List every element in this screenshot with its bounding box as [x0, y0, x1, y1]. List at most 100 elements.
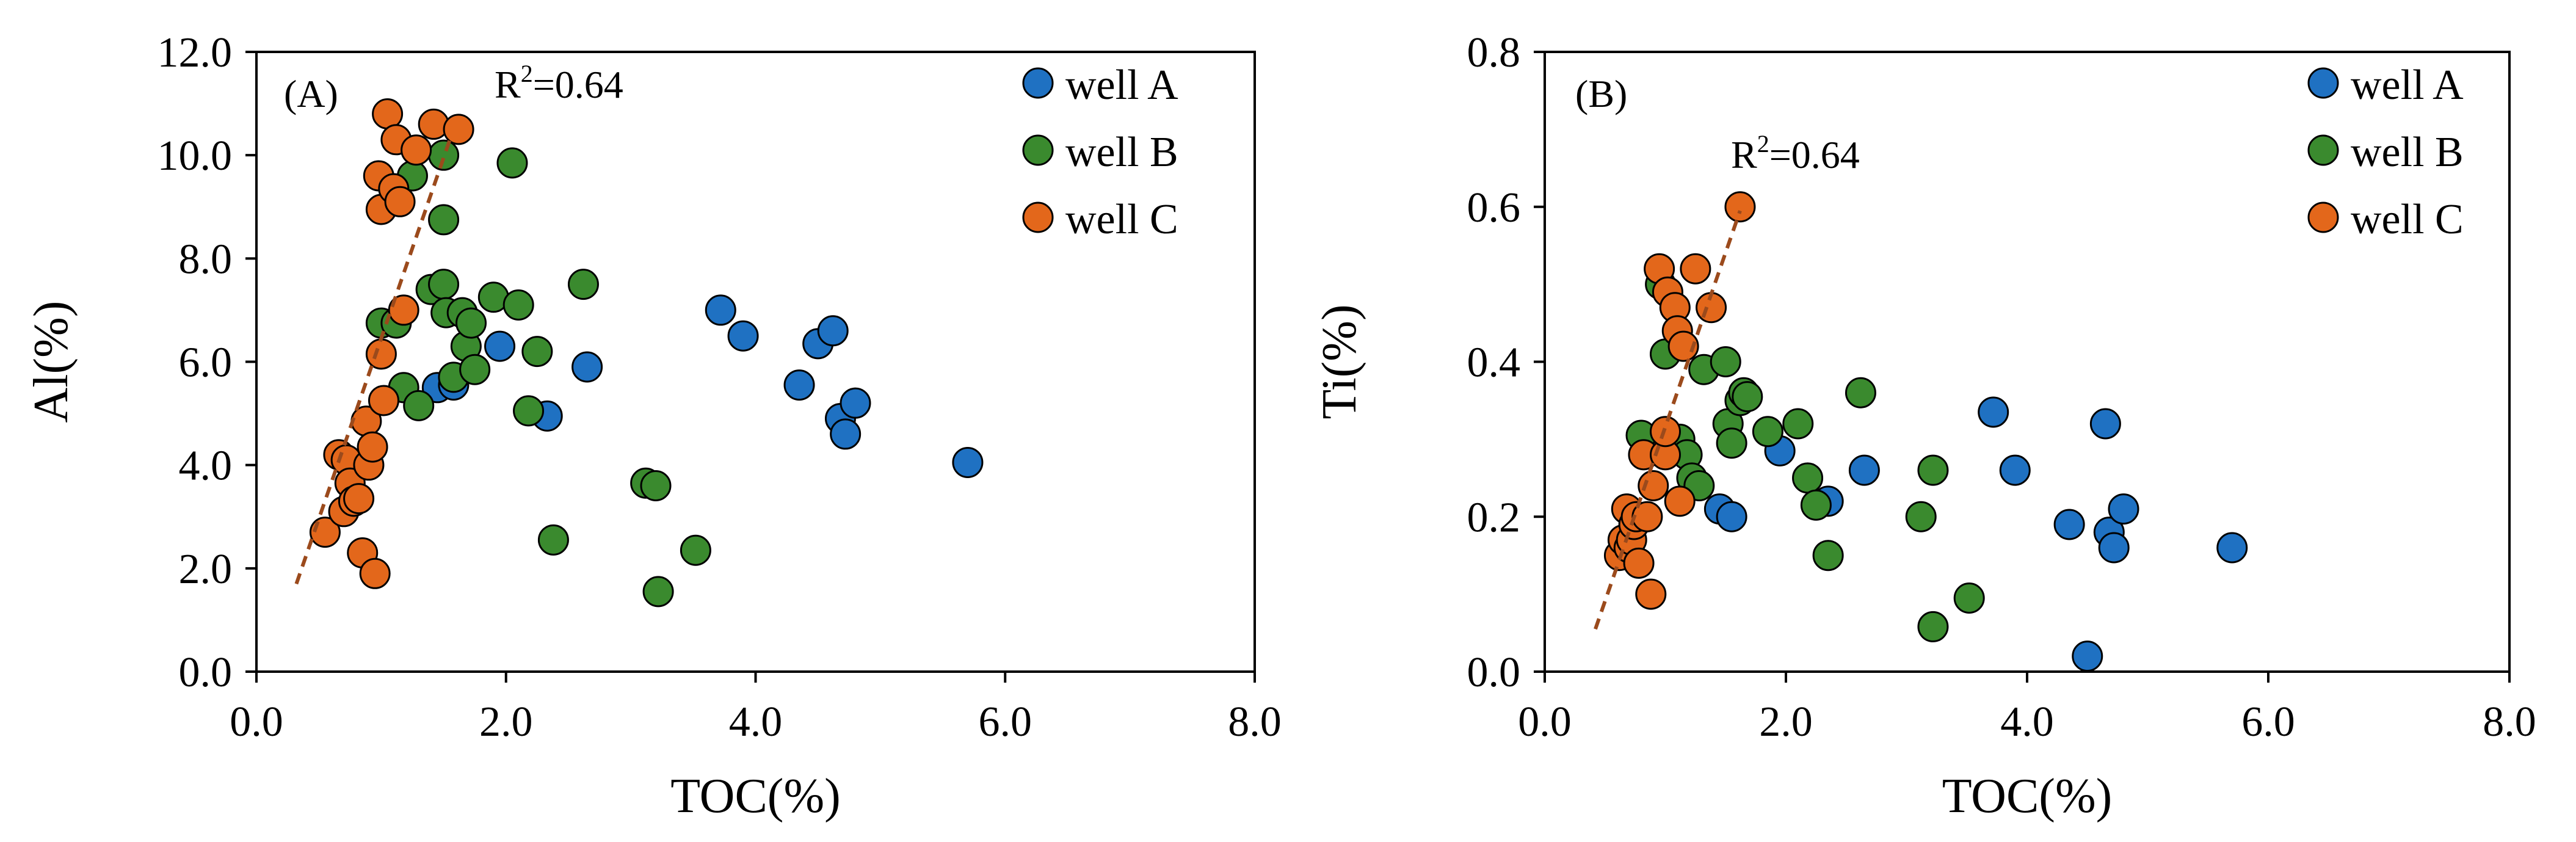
data-point: [343, 483, 375, 515]
x-axis-title: TOC(%): [670, 769, 840, 823]
r-squared-label: R2=0.64: [1731, 130, 1860, 176]
data-point: [428, 139, 460, 171]
legend-label: well B: [2351, 129, 2464, 176]
data-point: [727, 320, 759, 352]
data-point: [368, 385, 399, 416]
data-point: [1752, 416, 1783, 448]
x-tick-label: 0.0: [230, 699, 283, 746]
data-point: [1978, 396, 2009, 428]
legend-label: well C: [1065, 196, 1178, 243]
data-point: [1800, 489, 1832, 521]
legend-marker: [2307, 67, 2339, 99]
data-point: [372, 98, 404, 129]
data-point: [388, 294, 419, 326]
legend-marker: [2307, 201, 2339, 233]
data-point: [1812, 540, 1844, 572]
legend-label: well A: [2351, 62, 2464, 109]
series-well-a: [1703, 396, 2248, 672]
data-point: [384, 186, 416, 217]
y-tick-label: 2.0: [179, 546, 233, 593]
data-point: [484, 330, 516, 362]
legend-marker: [1022, 201, 1054, 233]
data-point: [1732, 381, 1763, 413]
data-point: [642, 576, 674, 608]
data-point: [1635, 578, 1667, 610]
data-point: [783, 369, 815, 401]
y-tick-label: 4.0: [179, 443, 233, 490]
trendline: [294, 139, 452, 585]
y-axis-title: Ti(%): [1313, 304, 1366, 419]
legend-marker: [1022, 134, 1054, 166]
data-point: [640, 470, 672, 501]
x-tick-label: 0.0: [1518, 699, 1572, 746]
data-point: [1680, 253, 1711, 285]
data-point: [1667, 330, 1699, 362]
x-tick-label: 6.0: [979, 699, 1032, 746]
data-point: [840, 387, 871, 419]
data-point: [567, 269, 599, 300]
x-tick-label: 2.0: [1759, 699, 1813, 746]
data-point: [1710, 346, 1741, 377]
data-point: [2216, 532, 2248, 564]
data-point: [1724, 191, 1756, 223]
data-point: [455, 307, 487, 339]
y-axis-title: Al(%): [24, 301, 78, 423]
data-point: [817, 315, 849, 347]
y-tick-label: 0.4: [1467, 339, 1521, 387]
data-point: [1716, 501, 1747, 532]
data-point: [2072, 641, 2103, 672]
legend-label: well C: [2351, 196, 2464, 243]
data-point: [830, 418, 862, 450]
data-point: [428, 204, 460, 236]
y-tick-label: 0.2: [1467, 494, 1521, 541]
panel-label: (A): [284, 72, 338, 115]
data-point: [1917, 454, 1949, 486]
data-point: [359, 557, 391, 589]
series-well-c: [309, 98, 474, 589]
data-point: [1845, 377, 1876, 408]
data-point: [513, 395, 545, 427]
data-point: [952, 446, 984, 478]
y-tick-label: 0.6: [1467, 184, 1521, 231]
data-point: [443, 114, 474, 145]
y-tick-label: 10.0: [158, 132, 233, 180]
data-point: [2053, 509, 2085, 540]
legend-marker: [2307, 134, 2339, 166]
panel-b: 0.0 2.0 4.0 6.0 8.0 0.0 0.2 0.4 0.6 0.8 TOC(%) Ti(%…: [1313, 29, 2536, 823]
data-point: [496, 147, 528, 179]
y-tick-label: 0.0: [1467, 649, 1521, 696]
data-point: [403, 390, 435, 421]
r-squared-label: R2=0.64: [495, 60, 623, 106]
data-point: [1638, 470, 1669, 501]
data-point: [1623, 547, 1655, 579]
data-point: [680, 534, 711, 566]
data-point: [357, 431, 388, 463]
x-tick-label: 4.0: [729, 699, 783, 746]
y-tick-label: 0.8: [1467, 29, 1521, 76]
data-point: [521, 336, 553, 368]
x-tick-label: 8.0: [2483, 699, 2536, 746]
data-point: [1782, 408, 1814, 440]
data-point: [1999, 454, 2031, 486]
data-point: [1664, 485, 1696, 517]
x-tick-label: 4.0: [2000, 699, 2054, 746]
series-well-c: [1603, 191, 1756, 610]
data-point: [1917, 611, 1949, 642]
data-point: [1905, 501, 1937, 532]
panel-a: 0.0 2.0 4.0 6.0 8.0 0.0 2.0 4.0 6.0 8.0 10.0 12.0 TO…: [24, 29, 1282, 823]
y-tick-label: 8.0: [179, 236, 233, 283]
data-point: [571, 351, 603, 383]
x-axis-title: TOC(%): [1942, 769, 2112, 823]
y-tick-label: 0.0: [179, 649, 233, 696]
data-point: [459, 354, 491, 385]
panel-label: (B): [1575, 72, 1627, 115]
data-point: [1716, 427, 1747, 459]
data-point: [1848, 454, 1880, 486]
data-point: [537, 524, 569, 556]
legend-marker: [1022, 67, 1054, 99]
series-well-b: [365, 139, 711, 608]
x-tick-label: 6.0: [2241, 699, 2295, 746]
data-point: [365, 338, 397, 370]
